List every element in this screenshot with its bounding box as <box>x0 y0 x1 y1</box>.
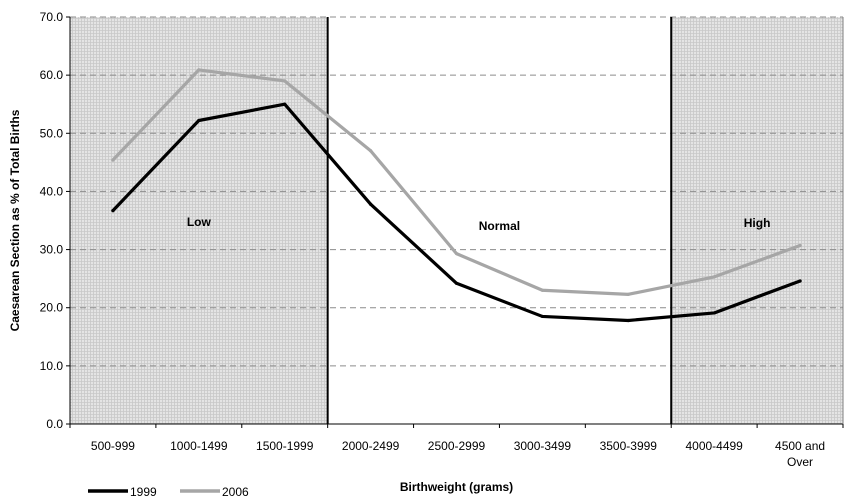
legend-label-2006: 2006 <box>222 485 249 499</box>
y-tick-label: 30.0 <box>40 243 64 257</box>
y-tick-label: 20.0 <box>40 301 64 315</box>
x-tick-label: 2000-2499 <box>342 439 400 453</box>
data-point-2006 <box>540 288 544 292</box>
x-tick-label: 2500-2999 <box>428 439 486 453</box>
y-tick-label: 10.0 <box>40 359 64 373</box>
data-point-2006 <box>283 79 287 83</box>
region-label-low: Low <box>187 215 212 229</box>
x-tick-label: 4000-4499 <box>685 439 743 453</box>
data-point-2006 <box>111 158 115 162</box>
y-axis-title: Caesarean Section as % of Total Births <box>8 109 22 331</box>
x-tick-label: 500-999 <box>91 439 135 453</box>
x-tick-label: 4500 and Over <box>775 439 825 469</box>
x-axis-title: Birthweight (grams) <box>400 480 513 494</box>
y-tick-label: 40.0 <box>40 184 64 198</box>
x-tick-label: 1500-1999 <box>256 439 314 453</box>
data-point-2006 <box>712 275 716 279</box>
data-point-2006 <box>626 292 630 296</box>
data-point-2006 <box>197 68 201 72</box>
data-point-1999 <box>283 102 287 106</box>
y-tick-label: 0.0 <box>46 417 63 431</box>
data-point-1999 <box>197 118 201 123</box>
region-label-high: High <box>744 216 771 230</box>
legend-label-1999: 1999 <box>130 485 157 499</box>
y-tick-label: 70.0 <box>40 10 64 24</box>
data-point-2006 <box>454 252 459 256</box>
data-point-1999 <box>111 209 115 213</box>
region-high-shade <box>671 17 843 424</box>
data-point-1999 <box>626 318 630 323</box>
data-point-2006 <box>798 243 802 248</box>
data-point-1999 <box>540 314 544 319</box>
data-point-1999 <box>454 281 459 285</box>
y-tick-label: 50.0 <box>40 126 64 140</box>
x-tick-label: 1000-1499 <box>170 439 228 453</box>
data-point-1999 <box>798 279 802 283</box>
region-low-shade <box>70 17 328 424</box>
x-tick-label: 3000-3499 <box>514 439 572 453</box>
x-tick-label: 3500-3999 <box>600 439 658 453</box>
data-point-1999 <box>712 311 716 315</box>
y-tick-label: 60.0 <box>40 68 64 82</box>
data-point-2006 <box>369 149 373 153</box>
data-point-1999 <box>369 202 373 206</box>
region-label-normal: Normal <box>479 219 520 233</box>
